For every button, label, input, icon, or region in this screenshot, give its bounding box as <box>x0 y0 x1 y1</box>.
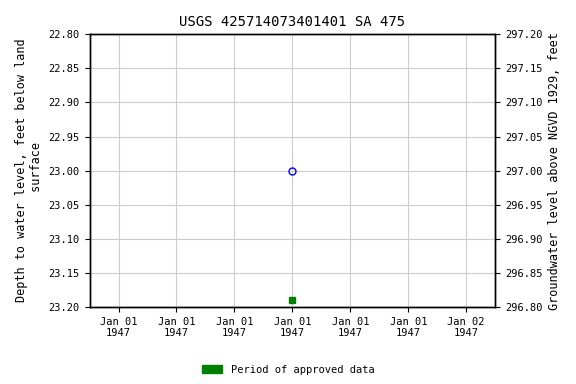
Legend: Period of approved data: Period of approved data <box>198 361 378 379</box>
Title: USGS 425714073401401 SA 475: USGS 425714073401401 SA 475 <box>179 15 406 29</box>
Y-axis label: Depth to water level, feet below land
 surface: Depth to water level, feet below land su… <box>15 39 43 303</box>
Y-axis label: Groundwater level above NGVD 1929, feet: Groundwater level above NGVD 1929, feet <box>548 32 561 310</box>
